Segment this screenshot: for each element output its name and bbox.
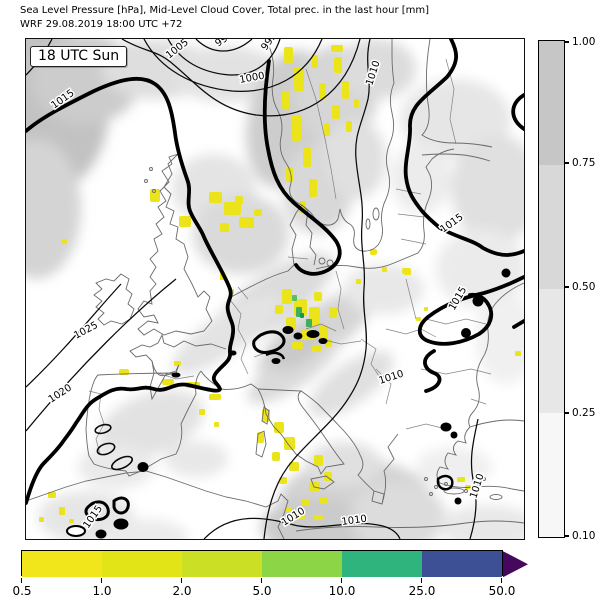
cloud-cover-layer	[26, 39, 524, 539]
precip-colorbar-segment	[22, 551, 102, 577]
tick-label: 5.0	[252, 584, 272, 598]
tick-mark	[421, 578, 423, 583]
tick-label: 0.75	[572, 157, 596, 169]
isobar-thin-layer	[26, 39, 479, 539]
tick-mark	[501, 578, 503, 583]
precip-colorbar-segment	[182, 551, 262, 577]
tick-label: 1.0	[92, 584, 112, 598]
valid-time-badge: 18 UTC Sun	[30, 46, 128, 67]
tick-mark	[341, 578, 343, 583]
cloud-colorbar-segment	[539, 413, 564, 537]
tick-mark	[565, 286, 569, 288]
map-canvas: 1015 1005 990 995 1000 1010 1015 1015 10…	[26, 39, 524, 539]
precip-colorbar-segment	[422, 551, 502, 577]
isobar-label: 990	[213, 39, 235, 49]
tick-mark	[261, 578, 263, 583]
tick-mark	[181, 578, 183, 583]
cloud-colorbar-segment	[539, 165, 564, 289]
cloud-cover-colorbar	[538, 40, 565, 538]
cloud-colorbar-ticks: 1.00 0.75 0.50 0.25 0.10	[565, 36, 613, 542]
tick-mark	[565, 412, 569, 414]
precip-colorbar-segment	[262, 551, 342, 577]
cloud-colorbar-segment	[539, 41, 564, 165]
tick-label: 50.0	[488, 584, 516, 598]
coastline-layer	[26, 39, 524, 539]
tick-label: 1.00	[572, 36, 596, 48]
tick-mark	[101, 578, 103, 583]
precipitation-colorbar	[21, 550, 528, 578]
precip-colorbar-segment	[342, 551, 422, 577]
title-line-1: Sea Level Pressure [hPa], Mid-Level Clou…	[20, 5, 430, 16]
over-range-arrow	[503, 551, 528, 578]
isobar-label: 995	[259, 39, 279, 53]
isobar-thick-layer	[26, 39, 524, 505]
precip-colorbar-segment	[102, 551, 182, 577]
isobar-label: 1010	[341, 514, 368, 528]
tick-label: 25.0	[408, 584, 436, 598]
map-panel: 18 UTC Sun	[25, 38, 525, 540]
cloud-colorbar-segment	[539, 289, 564, 413]
tick-label: 0.10	[572, 530, 596, 542]
tick-mark	[565, 535, 569, 537]
tick-label: 10.0	[328, 584, 356, 598]
tick-label: 2.0	[172, 584, 192, 598]
terrain-artifact-layer	[66, 268, 511, 539]
tick-label: 0.5	[12, 584, 32, 598]
tick-label: 0.25	[572, 407, 596, 419]
precipitation-colorbar-bar	[21, 550, 503, 577]
figure-title: Sea Level Pressure [hPa], Mid-Level Clou…	[20, 4, 429, 31]
tick-label: 0.50	[572, 281, 596, 293]
title-line-2: WRF 29.08.2019 18:00 UTC +72	[20, 18, 183, 30]
isobar-label: 1020	[47, 382, 74, 405]
tick-mark	[21, 578, 23, 583]
tick-mark	[565, 41, 569, 43]
tick-mark	[565, 162, 569, 164]
precipitation-layer	[39, 45, 521, 523]
